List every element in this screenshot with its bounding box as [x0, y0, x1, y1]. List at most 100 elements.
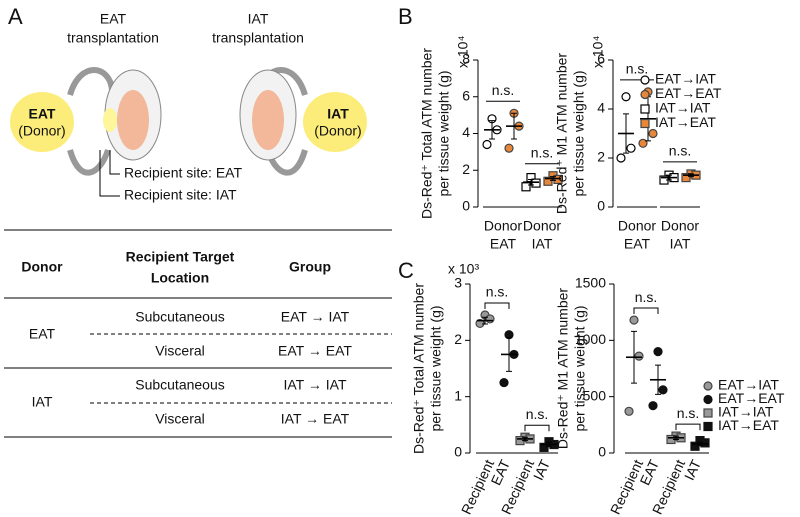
y-tick-label: 2 [454, 331, 462, 347]
point [553, 174, 563, 185]
point [539, 442, 549, 452]
mouse-body [252, 90, 284, 150]
point [703, 394, 713, 405]
donor-fat [303, 92, 367, 152]
y-axis-title: per tissue weight (g) [428, 305, 444, 431]
leader-line [99, 150, 120, 197]
y-tick-label: 1000 [575, 331, 606, 347]
table-header: Location [151, 270, 209, 286]
y-tick-label: 4 [462, 124, 470, 140]
legend-label: EAT→EAT [655, 85, 722, 101]
x-tick-label: Donor [523, 218, 561, 234]
table-header: Group [289, 259, 331, 275]
significance-bracket [484, 302, 510, 309]
table-cell: Subcutaneous [135, 309, 225, 325]
point [521, 182, 531, 192]
significance-bracket [524, 424, 550, 432]
panel-label: A [8, 4, 23, 29]
y-axis-title: Ds-Red⁺ M1 ATM number [555, 288, 571, 450]
point [640, 104, 650, 114]
table-cell: IAT [32, 394, 53, 410]
x-tick-label: Donor [661, 218, 699, 234]
table-cell: EAT → EAT [278, 343, 352, 359]
recipient-site: Recipient site: EAT [124, 165, 242, 181]
legend-label: IAT→IAT [655, 100, 711, 116]
panel-label: C [398, 258, 414, 283]
y-axis-title: per tissue weight (g) [436, 70, 452, 196]
point [499, 377, 509, 388]
error-bar [550, 176, 556, 181]
significance-bracket [675, 423, 701, 431]
legend-label: IAT→IAT [718, 404, 774, 420]
point [531, 178, 541, 188]
diagram-title: transplantation [67, 30, 159, 46]
annotation: n.s. [526, 406, 549, 422]
point [648, 128, 658, 139]
y-tick-label: 0 [597, 198, 605, 214]
y-tick-label: 1 [454, 387, 462, 403]
x-tick-label: EAT [490, 236, 517, 252]
point [626, 143, 636, 153]
table-cell: IAT → EAT [281, 411, 350, 427]
y-axis-title: Ds-Red⁺ M1 ATM number [554, 53, 570, 215]
error-bar [697, 441, 703, 447]
table-header: Recipient Target [126, 249, 235, 265]
point [653, 347, 663, 357]
point [482, 139, 492, 150]
axis-multiplier: x 10³ [448, 261, 479, 277]
point [621, 92, 631, 102]
y-axis-title: Ds-Red⁺ Total ATM number [419, 48, 435, 219]
donor-label: (Donor) [314, 123, 361, 139]
y-tick-label: 0 [462, 198, 470, 214]
y-tick-label: 6 [462, 87, 470, 103]
error-bar [522, 436, 528, 442]
point [640, 118, 650, 129]
point [703, 381, 713, 391]
y-tick-label: 6 [597, 51, 605, 67]
error-bar [506, 337, 512, 372]
y-tick-label: 2 [462, 161, 470, 177]
transfer-arrow [67, 148, 111, 176]
y-axis-title: Ds-Red⁺ Total ATM number [411, 283, 427, 454]
y-tick-label: 3 [454, 275, 462, 291]
annotation: n.s. [626, 61, 649, 77]
annotation: n.s. [635, 289, 658, 305]
table-cell: EAT → IAT [281, 309, 350, 325]
legend-label: EAT→EAT [718, 390, 785, 406]
x-tick-label: IAT [670, 236, 691, 252]
point [616, 153, 626, 163]
donor-fat [10, 92, 74, 152]
point [634, 351, 644, 361]
error-bar [631, 330, 637, 384]
mouse-body [117, 90, 149, 150]
legend-label: EAT→IAT [718, 377, 779, 393]
x-tick-label: Recipient [458, 457, 497, 517]
error-bar [688, 173, 694, 177]
x-tick-label: IAT [530, 457, 553, 483]
y-tick-label: 4 [597, 100, 605, 116]
annotation: n.s. [492, 82, 515, 98]
point [703, 408, 713, 418]
x-tick-label: Donor [618, 218, 656, 234]
legend-label: IAT→EAT [718, 417, 779, 433]
table: Donor Recipient Target Location Group EA… [4, 229, 392, 438]
point [703, 421, 713, 432]
diagram-title: EAT [100, 11, 127, 27]
recipient-fat [103, 108, 117, 132]
panel-label: B [398, 4, 413, 29]
error-bar [511, 112, 517, 140]
y-tick-label: 8 [462, 51, 470, 67]
y-tick-label: 0 [598, 444, 606, 460]
error-bar [666, 174, 672, 181]
point [700, 438, 710, 448]
point [681, 173, 691, 183]
axis-multiplier: x 10⁴ [590, 36, 606, 68]
y-tick-label: 500 [583, 387, 607, 403]
table-cell: EAT [29, 326, 56, 342]
error-bar [528, 178, 534, 186]
table-header: Donor [21, 259, 63, 275]
table-cell: Visceral [155, 411, 205, 427]
diagram-title: transplantation [212, 30, 304, 46]
annotation: n.s. [486, 284, 509, 300]
x-tick-label: IAT [681, 457, 704, 483]
